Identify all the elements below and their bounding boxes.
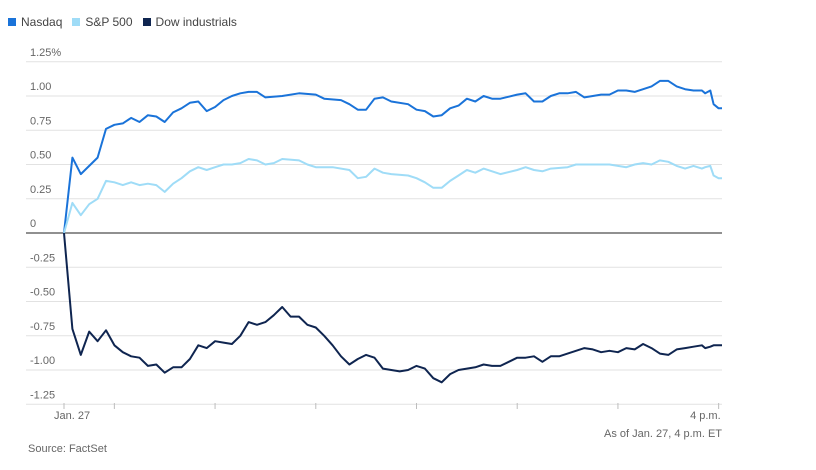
y-tick-label: 0 xyxy=(30,218,36,230)
series-line-dow-industrials xyxy=(63,232,722,384)
legend-swatch-dow xyxy=(142,18,151,26)
legend-swatch-nasdaq xyxy=(8,18,16,26)
as-of-note: As of Jan. 27, 4 p.m. ET xyxy=(604,428,722,440)
y-tick-label: 0.25 xyxy=(30,184,51,196)
y-tick-label: 1.00 xyxy=(30,81,51,93)
series-line-nasdaq xyxy=(63,79,722,234)
y-tick-label: -0.50 xyxy=(30,287,55,299)
series-line-sp500 xyxy=(63,158,722,234)
y-axis-tick-labels: 1.25% 1.00 0.75 0.50 0.25 0 -0.25 -0.50 -0.75 -1.… xyxy=(30,47,61,402)
x-axis-ticks: Jan. 27 4 p.m. xyxy=(54,403,721,422)
legend-item-sp500: S&P 500 xyxy=(72,15,133,29)
legend-item-nasdaq: Nasdaq xyxy=(8,15,62,29)
x-tick-label-start: Jan. 27 xyxy=(54,410,90,422)
y-tick-label: -1.00 xyxy=(30,355,55,367)
legend-item-dow: Dow industrials xyxy=(142,15,237,29)
legend-swatch-sp500 xyxy=(72,18,81,26)
x-tick-label-end: 4 p.m. xyxy=(690,410,721,422)
y-tick-label: 0.50 xyxy=(30,150,51,162)
y-tick-label: -0.75 xyxy=(30,321,55,333)
legend-label-dow: Dow industrials xyxy=(155,15,237,29)
legend-label-sp500: S&P 500 xyxy=(85,15,133,29)
y-tick-label: 0.75 xyxy=(30,115,51,127)
y-tick-label: 1.25% xyxy=(30,47,61,59)
source-note: Source: FactSet xyxy=(28,443,107,455)
chart-legend: Nasdaq S&P 500 Dow industrials xyxy=(8,15,237,29)
chart-series-lines xyxy=(63,79,722,384)
y-tick-label: -0.25 xyxy=(30,252,55,264)
legend-label-nasdaq: Nasdaq xyxy=(21,15,63,29)
y-tick-label: -1.25 xyxy=(30,389,55,401)
